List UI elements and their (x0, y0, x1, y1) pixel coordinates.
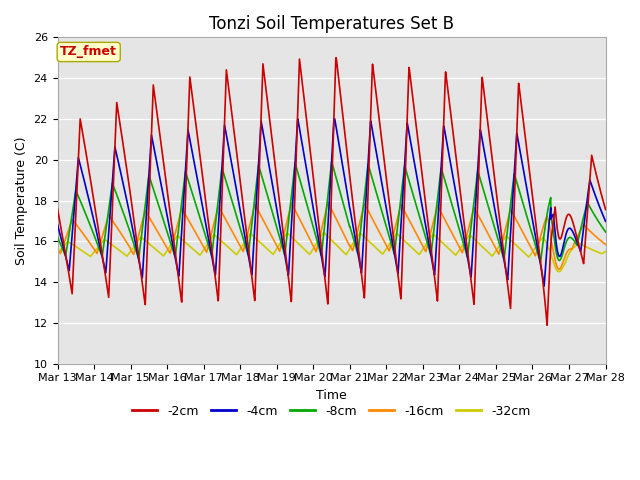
X-axis label: Time: Time (316, 389, 347, 402)
Y-axis label: Soil Temperature (C): Soil Temperature (C) (15, 136, 28, 265)
Title: Tonzi Soil Temperatures Set B: Tonzi Soil Temperatures Set B (209, 15, 454, 33)
Legend: -2cm, -4cm, -8cm, -16cm, -32cm: -2cm, -4cm, -8cm, -16cm, -32cm (127, 400, 536, 423)
Text: TZ_fmet: TZ_fmet (60, 46, 117, 59)
